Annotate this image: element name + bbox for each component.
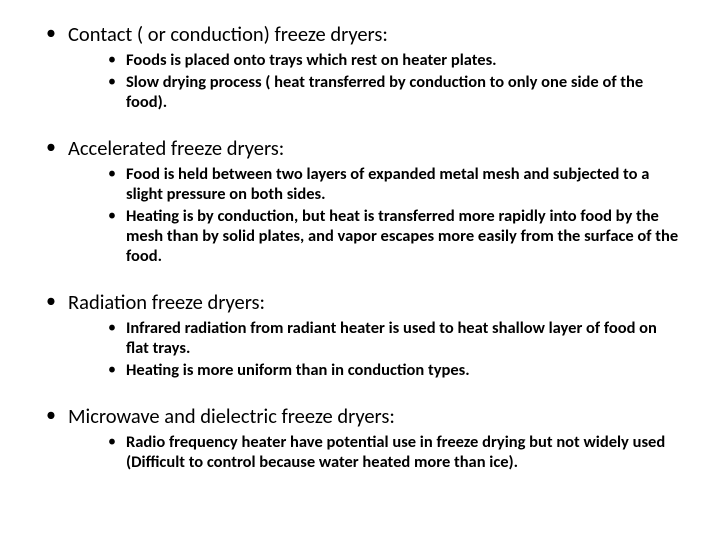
section-points: Food is held between two layers of expan… — [68, 164, 680, 267]
section-points: Foods is placed onto trays which rest on… — [68, 50, 680, 112]
list-item: Heating is more uniform than in conducti… — [108, 360, 680, 380]
section-title: Microwave and dielectric freeze dryers: — [68, 403, 395, 429]
outline-list: Contact ( or conduction) freeze dryers: … — [40, 22, 680, 472]
section-points: Infrared radiation from radiant heater i… — [68, 318, 680, 380]
section-title: Contact ( or conduction) freeze dryers: — [68, 21, 388, 47]
section-radiation: Radiation freeze dryers: Infrared radiat… — [40, 290, 680, 380]
section-points: Radio frequency heater have potential us… — [68, 432, 680, 472]
section-contact: Contact ( or conduction) freeze dryers: … — [40, 22, 680, 112]
point-text: Infrared radiation from radiant heater i… — [126, 318, 657, 358]
list-item: Radio frequency heater have potential us… — [108, 432, 680, 472]
point-text: Heating is by conduction, but heat is tr… — [126, 206, 678, 266]
list-item: Infrared radiation from radiant heater i… — [108, 318, 680, 358]
list-item: Heating is by conduction, but heat is tr… — [108, 206, 680, 266]
section-title: Radiation freeze dryers: — [68, 289, 265, 315]
list-item: Food is held between two layers of expan… — [108, 164, 680, 204]
point-text: Radio frequency heater have potential us… — [126, 432, 665, 472]
point-text: Food is held between two layers of expan… — [126, 164, 649, 204]
slide-body: Contact ( or conduction) freeze dryers: … — [0, 0, 720, 540]
section-accelerated: Accelerated freeze dryers: Food is held … — [40, 136, 680, 266]
point-text: Foods is placed onto trays which rest on… — [126, 50, 497, 70]
point-text: Slow drying process ( heat transferred b… — [126, 72, 643, 112]
list-item: Slow drying process ( heat transferred b… — [108, 72, 680, 112]
point-text: Heating is more uniform than in conducti… — [126, 360, 470, 380]
section-microwave: Microwave and dielectric freeze dryers: … — [40, 404, 680, 472]
section-title: Accelerated freeze dryers: — [68, 135, 284, 161]
list-item: Foods is placed onto trays which rest on… — [108, 50, 680, 70]
